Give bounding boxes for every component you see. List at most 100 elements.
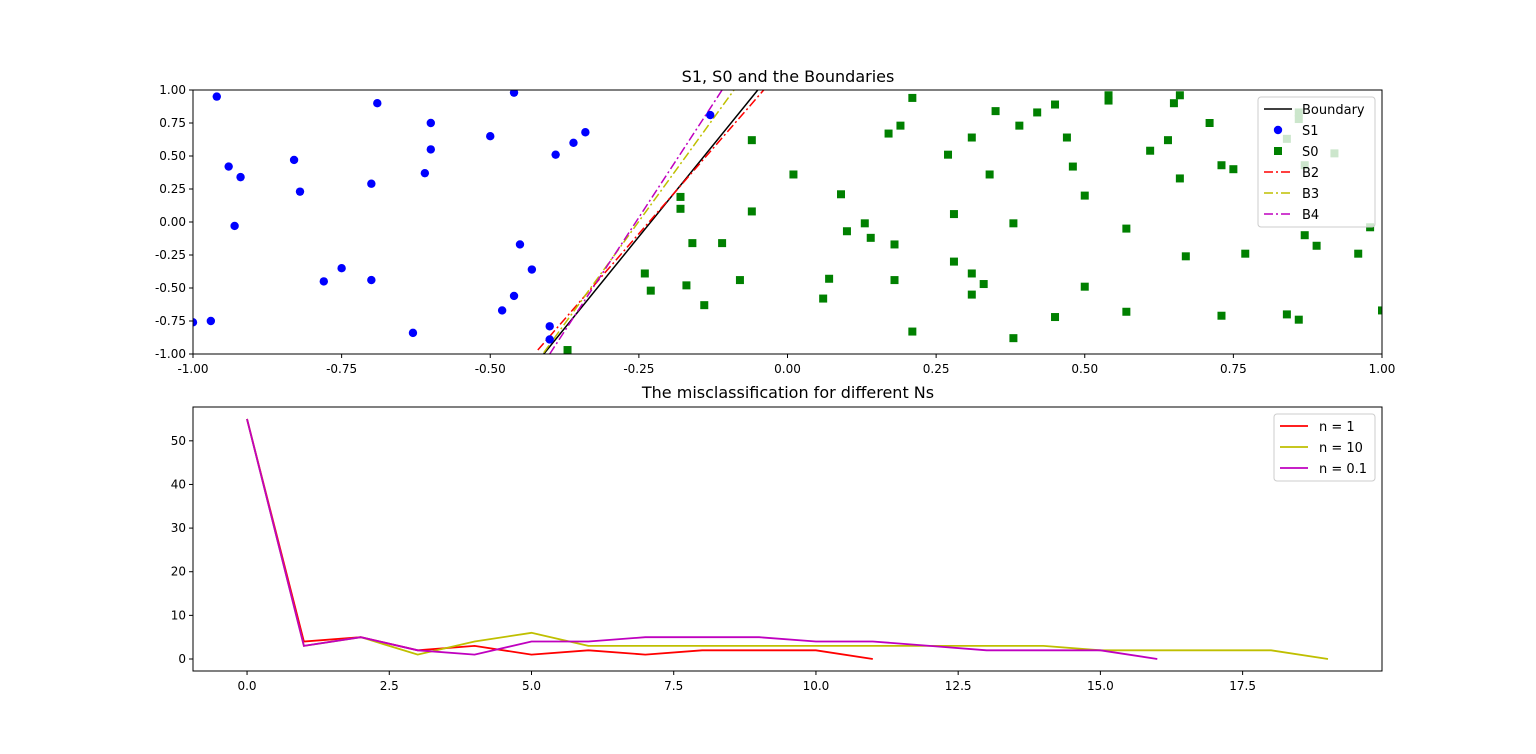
- legend-box: [1257, 96, 1376, 228]
- point-s1: [337, 264, 346, 273]
- point-s0: [1146, 146, 1155, 155]
- x-tick-label: 7.5: [664, 679, 683, 693]
- point-s1: [373, 99, 382, 108]
- point-s0: [1217, 161, 1226, 170]
- legend-label: n = 10: [1319, 441, 1363, 456]
- point-s0: [884, 129, 893, 138]
- point-s1: [426, 118, 435, 128]
- point-s1: [706, 110, 715, 120]
- x-tick-label: 17.5: [1229, 679, 1256, 693]
- legend-label: S1: [1302, 124, 1319, 139]
- point-s1: [420, 168, 430, 178]
- point-s1: [193, 318, 198, 327]
- y-tick-label: 0.75: [159, 116, 186, 130]
- x-tick-label: 2.5: [380, 679, 399, 693]
- boundary-line-b3: [543, 90, 735, 354]
- point-s0: [866, 233, 875, 242]
- x-tick-label: 1.00: [1369, 362, 1396, 376]
- y-tick-label: -0.25: [155, 248, 186, 262]
- y-tick-label: 0.25: [159, 182, 186, 196]
- point-s1: [545, 335, 554, 344]
- legend-label: n = 1: [1319, 420, 1355, 435]
- point-s0: [1312, 241, 1321, 250]
- legend: Boundary S1 S0 B2 B3 B4: [1257, 96, 1376, 228]
- x-tick-label: 0.50: [1071, 362, 1098, 376]
- point-s0: [789, 170, 798, 179]
- point-s0: [1051, 313, 1060, 322]
- scatter-chart: S1, S0 and the Boundaries -1.00 -0.75 -0.5…: [155, 67, 1395, 376]
- point-s0: [688, 239, 697, 248]
- point-s0: [890, 276, 899, 285]
- point-s0: [1080, 191, 1089, 200]
- point-s0: [1205, 119, 1214, 127]
- point-s0: [860, 219, 869, 228]
- point-s0: [949, 257, 958, 266]
- point-s0: [1062, 133, 1071, 142]
- point-s0: [825, 274, 834, 283]
- point-s0: [944, 150, 953, 159]
- legend-label: S0: [1302, 145, 1319, 160]
- point-s1: [527, 265, 537, 274]
- point-s0: [1378, 306, 1382, 315]
- y-tick-label: 50: [171, 434, 186, 448]
- point-s0: [967, 290, 976, 299]
- y-tick-label: 0.00: [159, 215, 186, 229]
- point-s1: [236, 172, 245, 182]
- series-line-n-0-1: [246, 418, 1158, 660]
- point-s0: [1122, 224, 1131, 233]
- point-s1: [212, 92, 221, 101]
- point-s0: [1300, 231, 1309, 240]
- point-s0: [676, 192, 685, 201]
- chart-title: S1, S0 and the Boundaries: [682, 67, 895, 86]
- point-s0: [1009, 334, 1018, 343]
- point-s0: [1354, 249, 1363, 258]
- legend-label: B4: [1302, 208, 1319, 223]
- point-s0: [682, 281, 691, 290]
- x-tick-label: 15.0: [1087, 679, 1114, 693]
- point-s1: [515, 240, 525, 249]
- legend-marker-swatch: [1273, 125, 1283, 135]
- point-s0: [949, 210, 958, 219]
- x-tick-label: 0.00: [774, 362, 801, 376]
- point-s0: [837, 190, 846, 199]
- plot-frame: [192, 406, 1383, 672]
- point-s1: [581, 128, 590, 137]
- x-tick-label: -0.25: [623, 362, 654, 376]
- point-s0: [1181, 252, 1190, 261]
- boundary-line-b2: [537, 90, 765, 351]
- point-s0: [967, 133, 976, 142]
- legend-box: [1273, 413, 1376, 482]
- point-s0: [819, 294, 828, 303]
- x-tick-label: -0.50: [475, 362, 506, 376]
- y-tick-label: 20: [171, 565, 186, 579]
- point-s0: [1033, 108, 1042, 117]
- point-s0: [908, 327, 917, 336]
- point-s0: [1051, 100, 1060, 109]
- point-s1: [569, 138, 578, 147]
- point-s0: [718, 239, 727, 248]
- boundary-line-b4: [549, 90, 723, 354]
- point-s1: [426, 145, 435, 154]
- point-s0: [1068, 162, 1077, 171]
- point-s1: [545, 322, 554, 331]
- point-s1: [367, 275, 376, 285]
- point-s0: [1282, 310, 1291, 319]
- point-s0: [640, 269, 649, 278]
- x-tick-label: 5.0: [522, 679, 541, 693]
- point-s0: [700, 301, 709, 310]
- chart-title: The misclassification for different Ns: [641, 383, 934, 402]
- x-tick-label: 0.75: [1220, 362, 1247, 376]
- point-s0: [908, 93, 917, 102]
- point-s0: [967, 269, 976, 278]
- point-s0: [1104, 91, 1113, 100]
- point-s1: [230, 221, 239, 231]
- point-s0: [1080, 282, 1089, 291]
- y-tick-label: 1.00: [159, 83, 186, 97]
- point-s0: [985, 170, 994, 179]
- point-s0: [991, 107, 1000, 116]
- y-tick-label: 0.50: [159, 149, 186, 163]
- point-s0: [1169, 99, 1178, 108]
- x-tick-label: 12.5: [945, 679, 972, 693]
- x-tick-label: 0.25: [923, 362, 950, 376]
